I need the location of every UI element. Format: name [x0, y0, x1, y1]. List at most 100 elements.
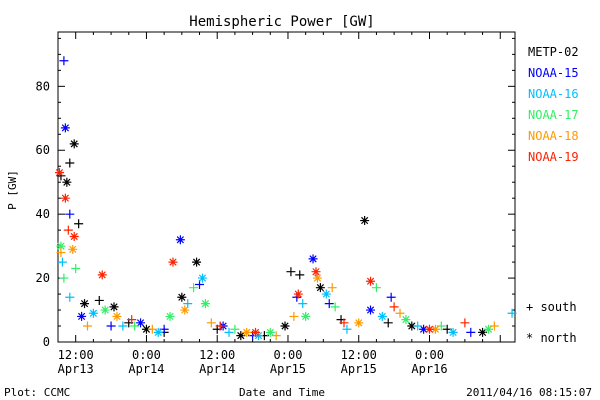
data-point-north: [321, 289, 331, 299]
data-point-north: [168, 257, 178, 267]
data-point-north: [192, 257, 202, 267]
series-noaa-18: [56, 244, 499, 341]
data-point-south: [59, 273, 69, 283]
x-tick-label-time: 0:00: [132, 348, 161, 362]
series-noaa-15: [59, 56, 476, 341]
data-point-south: [130, 321, 140, 331]
y-tick-label: 60: [36, 143, 50, 157]
data-point-south: [230, 324, 240, 334]
data-point-north: [377, 311, 387, 321]
data-point-north: [478, 327, 488, 337]
data-point-south: [65, 292, 75, 302]
data-point-north: [366, 276, 376, 286]
legend-entry: NOAA-15: [528, 66, 579, 80]
data-point-south: [118, 321, 128, 331]
data-point-south: [327, 283, 337, 293]
data-point-south: [295, 270, 305, 280]
footer-credit: Plot: CCMC: [4, 386, 70, 399]
x-tick-label-date: Apr16: [411, 362, 447, 376]
data-point-south: [127, 315, 137, 325]
data-point-north: [60, 123, 70, 133]
chart-title: Hemispheric Power [GW]: [189, 14, 374, 30]
series-noaa-17: [56, 241, 493, 337]
x-tick-label-time: 0:00: [415, 348, 444, 362]
x-tick-label-date: Apr15: [270, 362, 306, 376]
marker-legend: + south * north: [526, 300, 577, 345]
data-point-north: [69, 139, 79, 149]
data-point-south: [206, 318, 216, 328]
data-point-north: [236, 331, 246, 341]
y-tick-label: 40: [36, 207, 50, 221]
legend-entry: NOAA-17: [528, 108, 579, 122]
data-point-north: [483, 324, 493, 334]
y-tick-label: 80: [36, 79, 50, 93]
data-point-north: [141, 324, 151, 334]
data-point-south: [286, 267, 296, 277]
data-point-north: [180, 305, 190, 315]
data-point-south: [65, 158, 75, 168]
data-point-south: [460, 318, 470, 328]
data-point-north: [56, 241, 66, 251]
plot-area: [54, 56, 517, 341]
data-point-north: [97, 270, 107, 280]
y-tick-label: 20: [36, 271, 50, 285]
data-point-south: [298, 299, 308, 309]
data-point-north: [69, 232, 79, 242]
data-point-north: [360, 216, 370, 226]
x-axis-label: Date and Time: [239, 386, 325, 399]
data-point-south: [339, 318, 349, 328]
data-point-south: [82, 321, 92, 331]
data-point-north: [401, 315, 411, 325]
data-point-south: [94, 295, 104, 305]
data-point-south: [507, 308, 517, 318]
x-tick-label-date: Apr14: [128, 362, 164, 376]
data-point-north: [354, 318, 364, 328]
data-point-south: [324, 299, 334, 309]
footer-timestamp: 2011/04/16 08:15:07: [466, 386, 592, 399]
legend: METP-02 NOAA-15 NOAA-16 NOAA-17 NOAA-18 NOAA-…: [528, 45, 579, 164]
data-point-north: [77, 311, 87, 321]
data-point-south: [371, 283, 381, 293]
data-point-north: [301, 311, 311, 321]
data-point-south: [56, 248, 66, 258]
data-point-south: [215, 321, 225, 331]
data-point-south: [330, 302, 340, 312]
data-point-south: [65, 209, 75, 219]
series-metp-02: [56, 139, 488, 341]
y-tick-label: 0: [43, 335, 50, 349]
data-point-south: [224, 327, 234, 337]
data-point-north: [136, 318, 146, 328]
data-point-north: [54, 168, 64, 178]
x-tick-label-time: 0:00: [274, 348, 303, 362]
data-point-north: [112, 311, 122, 321]
data-point-south: [271, 331, 281, 341]
data-point-north: [153, 327, 163, 337]
data-point-north: [175, 235, 185, 245]
data-point-north: [308, 254, 318, 264]
data-point-north: [109, 302, 119, 312]
data-point-north: [177, 292, 187, 302]
data-point-north: [424, 324, 434, 334]
plot-frame: [57, 31, 516, 343]
data-point-south: [59, 56, 69, 66]
data-point-south: [466, 327, 476, 337]
data-point-north: [60, 193, 70, 203]
x-tick-label-date: Apr13: [58, 362, 94, 376]
x-tick-label-date: Apr14: [199, 362, 235, 376]
data-point-south: [489, 321, 499, 331]
data-point-north: [251, 327, 261, 337]
series-noaa-19: [54, 168, 470, 337]
data-point-north: [265, 327, 275, 337]
data-point-north: [448, 327, 458, 337]
data-point-south: [342, 324, 352, 334]
data-point-south: [57, 257, 67, 267]
data-point-north: [407, 321, 417, 331]
legend-entry: NOAA-19: [528, 150, 579, 164]
data-point-north: [197, 273, 207, 283]
x-tick-label-date: Apr15: [341, 362, 377, 376]
data-point-north: [280, 321, 290, 331]
data-point-north: [366, 305, 376, 315]
x-tick-label-time: 12:00: [58, 348, 94, 362]
axes-frame: 02040608012:00Apr130:00Apr1412:00Apr140:…: [36, 31, 516, 376]
